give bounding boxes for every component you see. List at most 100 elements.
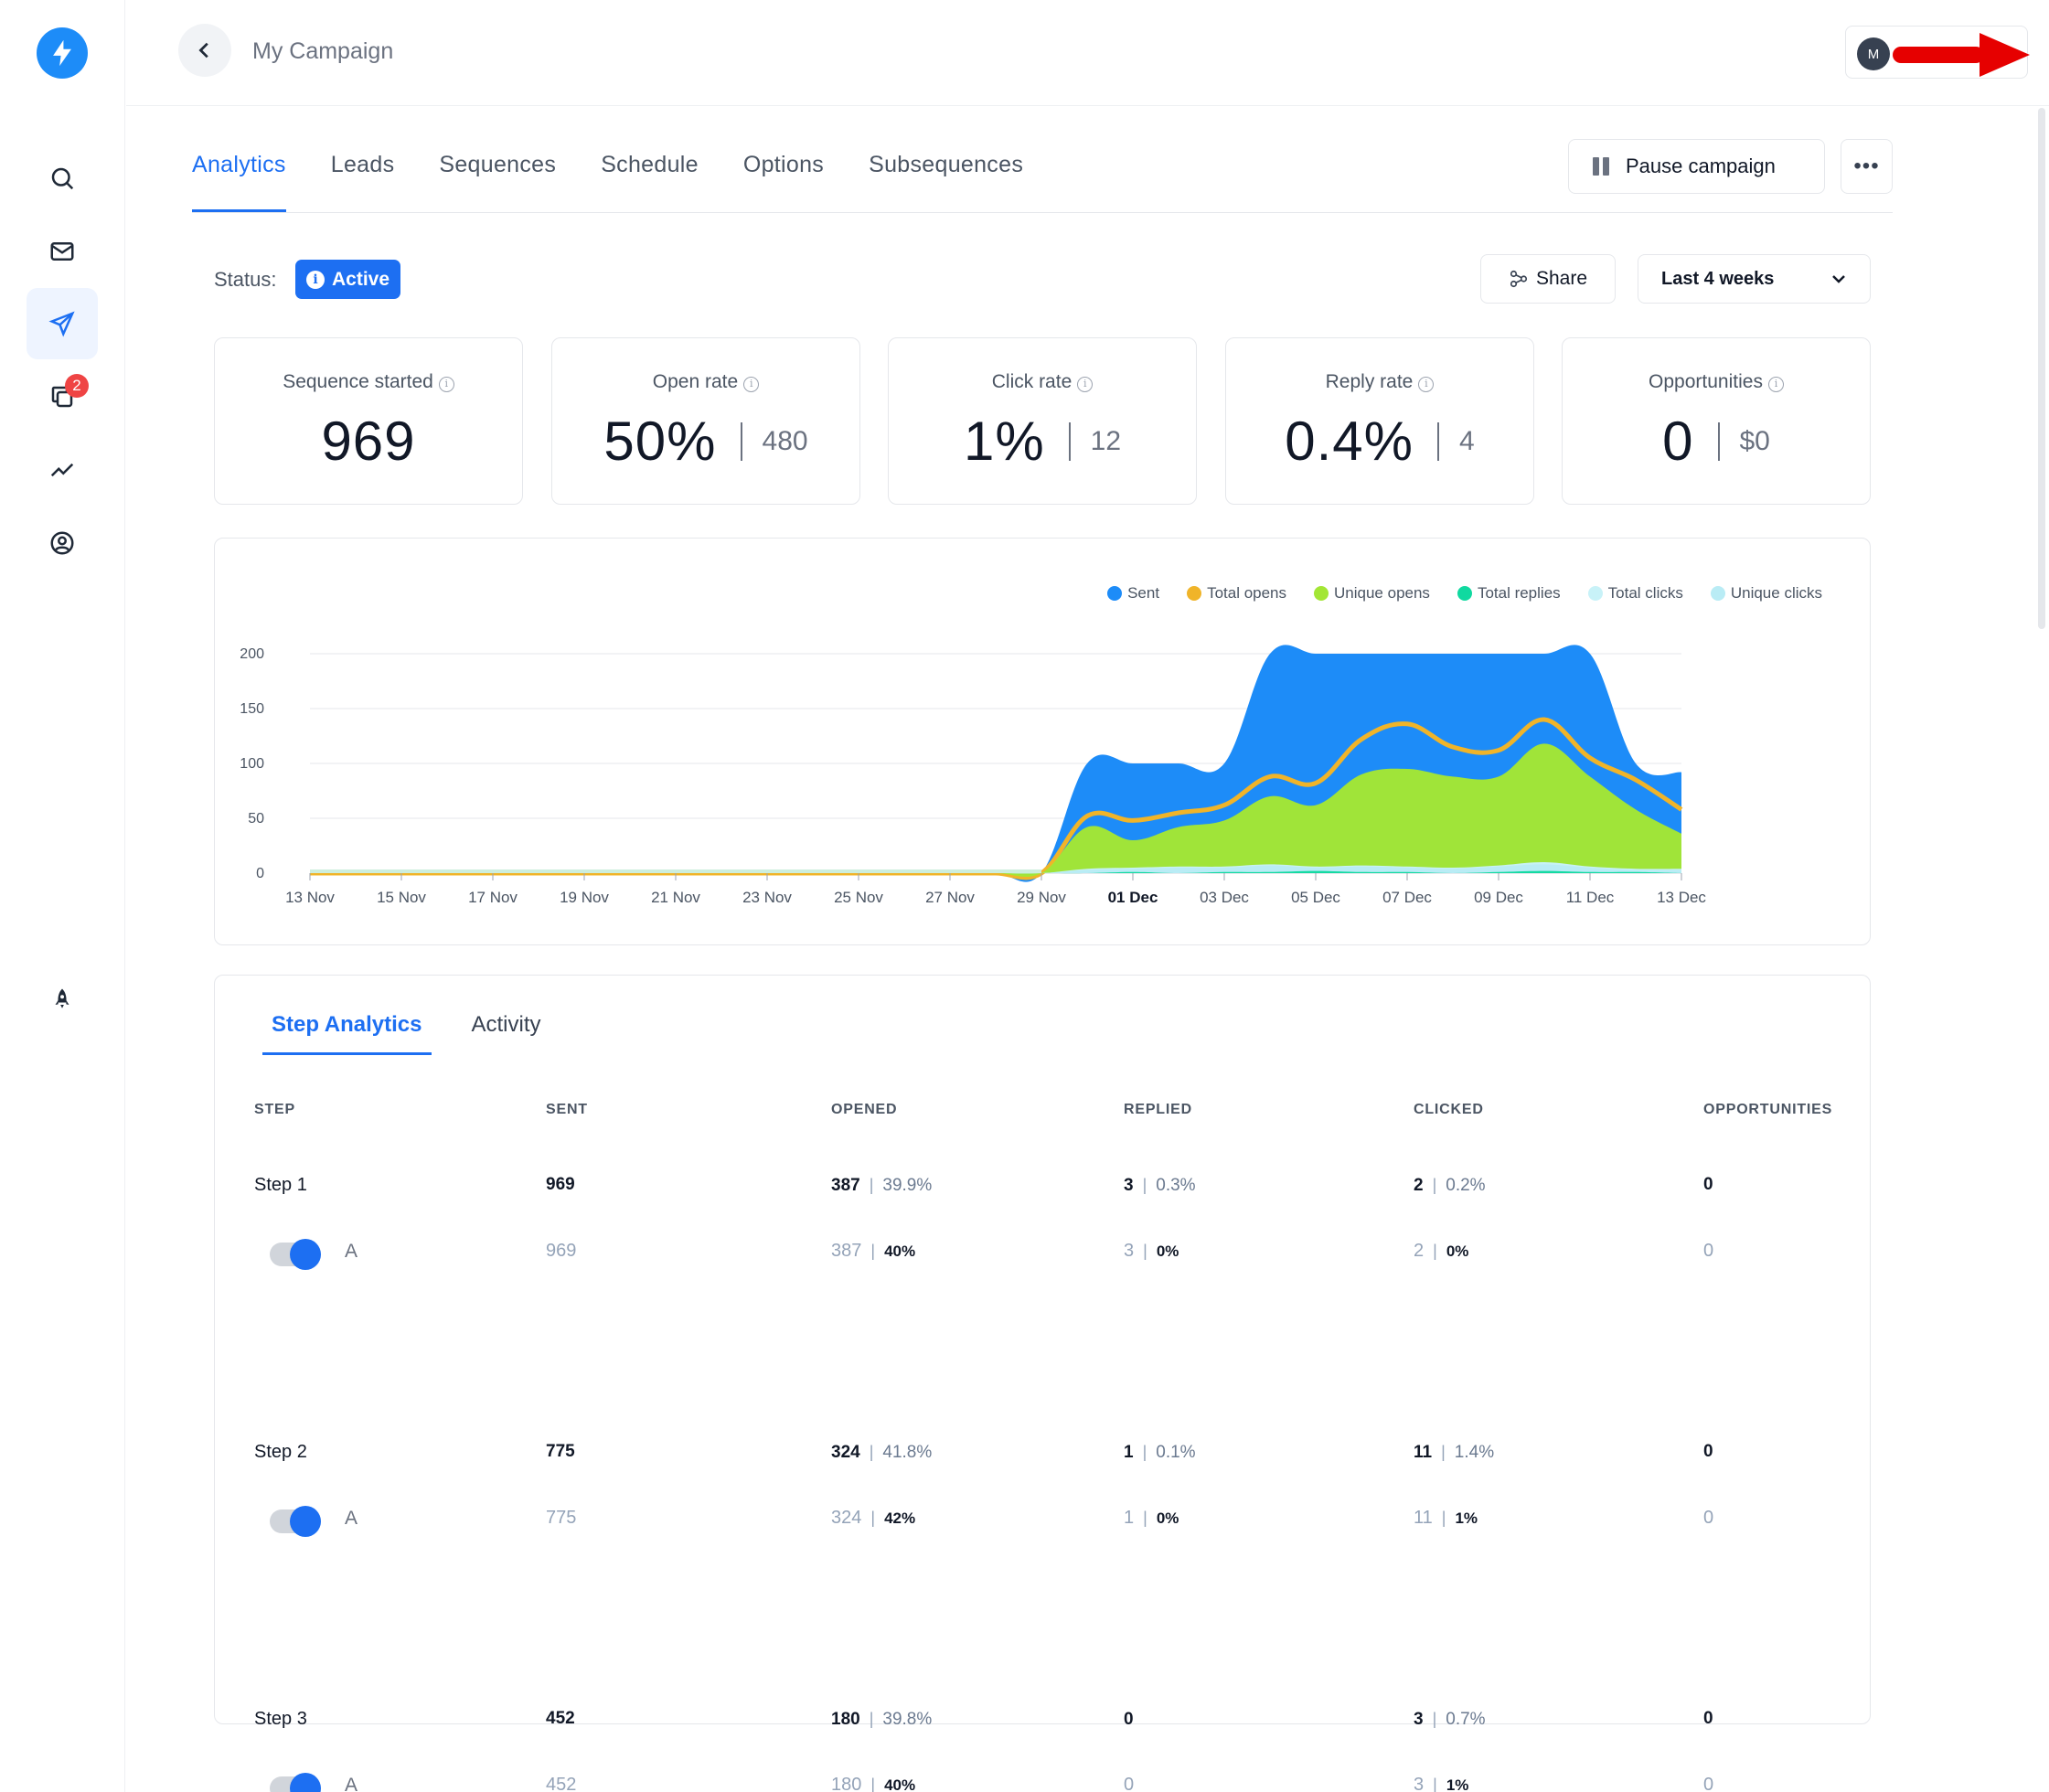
opened-cell: 180 | 39.8%	[831, 1709, 932, 1730]
rocket-icon[interactable]	[27, 965, 98, 1036]
legend-item[interactable]: Unique clicks	[1710, 584, 1822, 603]
analytics-trend-icon[interactable]	[27, 434, 98, 506]
campaigns-send-icon[interactable]	[27, 288, 98, 359]
x-tick-label: 05 Dec	[1291, 889, 1340, 906]
share-button[interactable]: Share	[1480, 254, 1616, 304]
share-icon	[1510, 270, 1528, 288]
percent-value: 39.9%	[882, 1176, 933, 1195]
divider: |	[870, 1509, 876, 1527]
replied-cell: 0	[1124, 1709, 1134, 1730]
legend-label: Total replies	[1477, 584, 1561, 602]
variant-toggle[interactable]	[270, 1506, 321, 1537]
tab-activity[interactable]: Activity	[471, 1012, 541, 1037]
copy-icon[interactable]: 2	[27, 361, 98, 432]
variant-toggle[interactable]	[270, 1773, 321, 1792]
search-icon[interactable]	[27, 143, 98, 214]
campaign-tabs: Analytics Leads Sequences Schedule Optio…	[192, 150, 1068, 212]
variant-letter: A	[345, 1508, 358, 1529]
status-label: Status:	[214, 268, 277, 291]
back-button[interactable]	[178, 24, 231, 77]
count-value: 3	[1414, 1775, 1425, 1792]
date-range-select[interactable]: Last 4 weeks	[1638, 254, 1871, 304]
chart-legend: Sent Total opens Unique opens Total replies…	[1080, 584, 1822, 603]
legend-label: Sent	[1127, 584, 1160, 602]
column-header[interactable]: OPENED	[831, 1102, 898, 1117]
clicked-cell: 3 | 0.7%	[1414, 1709, 1486, 1730]
account-circle-icon[interactable]	[27, 507, 98, 579]
sidebar: 2	[0, 0, 125, 1792]
baseline-band	[310, 869, 1041, 873]
divider: |	[1441, 1443, 1446, 1461]
info-icon[interactable]: i	[438, 377, 454, 392]
stat-card-click-rate: Click rate i 1% 12	[888, 337, 1197, 505]
tab-subsequences[interactable]: Subsequences	[869, 152, 1024, 177]
tab-sequences[interactable]: Sequences	[439, 152, 557, 177]
legend-item[interactable]: Unique opens	[1314, 584, 1430, 603]
tab-options[interactable]: Options	[742, 152, 825, 177]
y-tick-label: 100	[240, 756, 264, 772]
percent-value: 0%	[1156, 1509, 1179, 1527]
clicked-cell: 2 | 0.2%	[1414, 1175, 1486, 1196]
legend-label: Total clicks	[1607, 584, 1683, 602]
divider: |	[1432, 1710, 1437, 1728]
legend-item[interactable]: Total replies	[1457, 584, 1561, 603]
info-icon[interactable]: i	[1418, 377, 1435, 392]
pause-icon	[1593, 157, 1613, 176]
user-menu[interactable]: M	[1845, 26, 2028, 79]
info-icon[interactable]: i	[1767, 377, 1784, 392]
x-tick-label: 15 Nov	[377, 889, 426, 906]
divider: |	[1441, 1509, 1446, 1527]
divider: |	[1143, 1509, 1147, 1527]
divider	[1437, 421, 1440, 461]
mail-icon[interactable]	[27, 216, 98, 287]
variant-clicked-cell: 3 | 1%	[1414, 1775, 1468, 1792]
info-icon: i	[306, 270, 325, 289]
count-value: 180	[831, 1710, 860, 1729]
divider: |	[1143, 1242, 1147, 1260]
replied-cell: 1 | 0.1%	[1124, 1442, 1196, 1463]
x-tick-label: 09 Dec	[1474, 889, 1523, 906]
legend-item[interactable]: Sent	[1107, 584, 1159, 603]
variant-toggle[interactable]	[270, 1239, 321, 1270]
divider: |	[1142, 1443, 1147, 1461]
y-tick-label: 150	[240, 701, 264, 717]
variant-replied-cell: 0	[1124, 1775, 1134, 1792]
pause-campaign-button[interactable]: Pause campaign	[1568, 139, 1825, 194]
count-value: 1	[1124, 1508, 1135, 1528]
stat-secondary: 12	[1090, 425, 1122, 456]
column-header[interactable]: OPPORTUNITIES	[1703, 1102, 1833, 1117]
divider: |	[870, 1242, 876, 1260]
x-tick-label: 29 Nov	[1017, 889, 1066, 906]
scrollbar[interactable]	[2038, 108, 2045, 629]
info-icon[interactable]: i	[743, 377, 760, 392]
chevron-left-icon	[198, 42, 208, 59]
legend-item[interactable]: Total clicks	[1587, 584, 1683, 603]
count-value: 324	[831, 1443, 860, 1462]
legend-swatch	[1710, 586, 1725, 601]
toggle-knob	[290, 1506, 321, 1537]
tab-schedule[interactable]: Schedule	[601, 152, 699, 177]
tab-analytics[interactable]: Analytics	[192, 150, 286, 212]
tab-step-analytics[interactable]: Step Analytics	[262, 1012, 432, 1055]
x-tick-label: 25 Nov	[834, 889, 883, 906]
variant-clicked-cell: 11 | 1%	[1414, 1508, 1478, 1529]
divider	[1068, 421, 1071, 461]
pause-campaign-label: Pause campaign	[1626, 155, 1776, 177]
count-value: 180	[831, 1775, 862, 1792]
column-header[interactable]: REPLIED	[1124, 1102, 1192, 1117]
column-header[interactable]: STEP	[254, 1102, 295, 1117]
legend-label: Unique opens	[1334, 584, 1430, 602]
count-value: 324	[831, 1508, 862, 1528]
count-value: 387	[831, 1176, 860, 1195]
tab-leads[interactable]: Leads	[330, 152, 395, 177]
legend-item[interactable]: Total opens	[1187, 584, 1286, 603]
more-options-button[interactable]: •••	[1841, 139, 1893, 194]
column-header[interactable]: CLICKED	[1414, 1102, 1484, 1117]
info-icon[interactable]: i	[1077, 377, 1094, 392]
lightning-logo-icon[interactable]	[37, 27, 88, 79]
stat-value: 0.4%	[1285, 411, 1414, 472]
column-header[interactable]: SENT	[546, 1102, 588, 1117]
percent-value: 1%	[1446, 1776, 1469, 1792]
x-tick-label: 23 Nov	[742, 889, 792, 906]
opportunities-value: 0	[1703, 1709, 1713, 1728]
